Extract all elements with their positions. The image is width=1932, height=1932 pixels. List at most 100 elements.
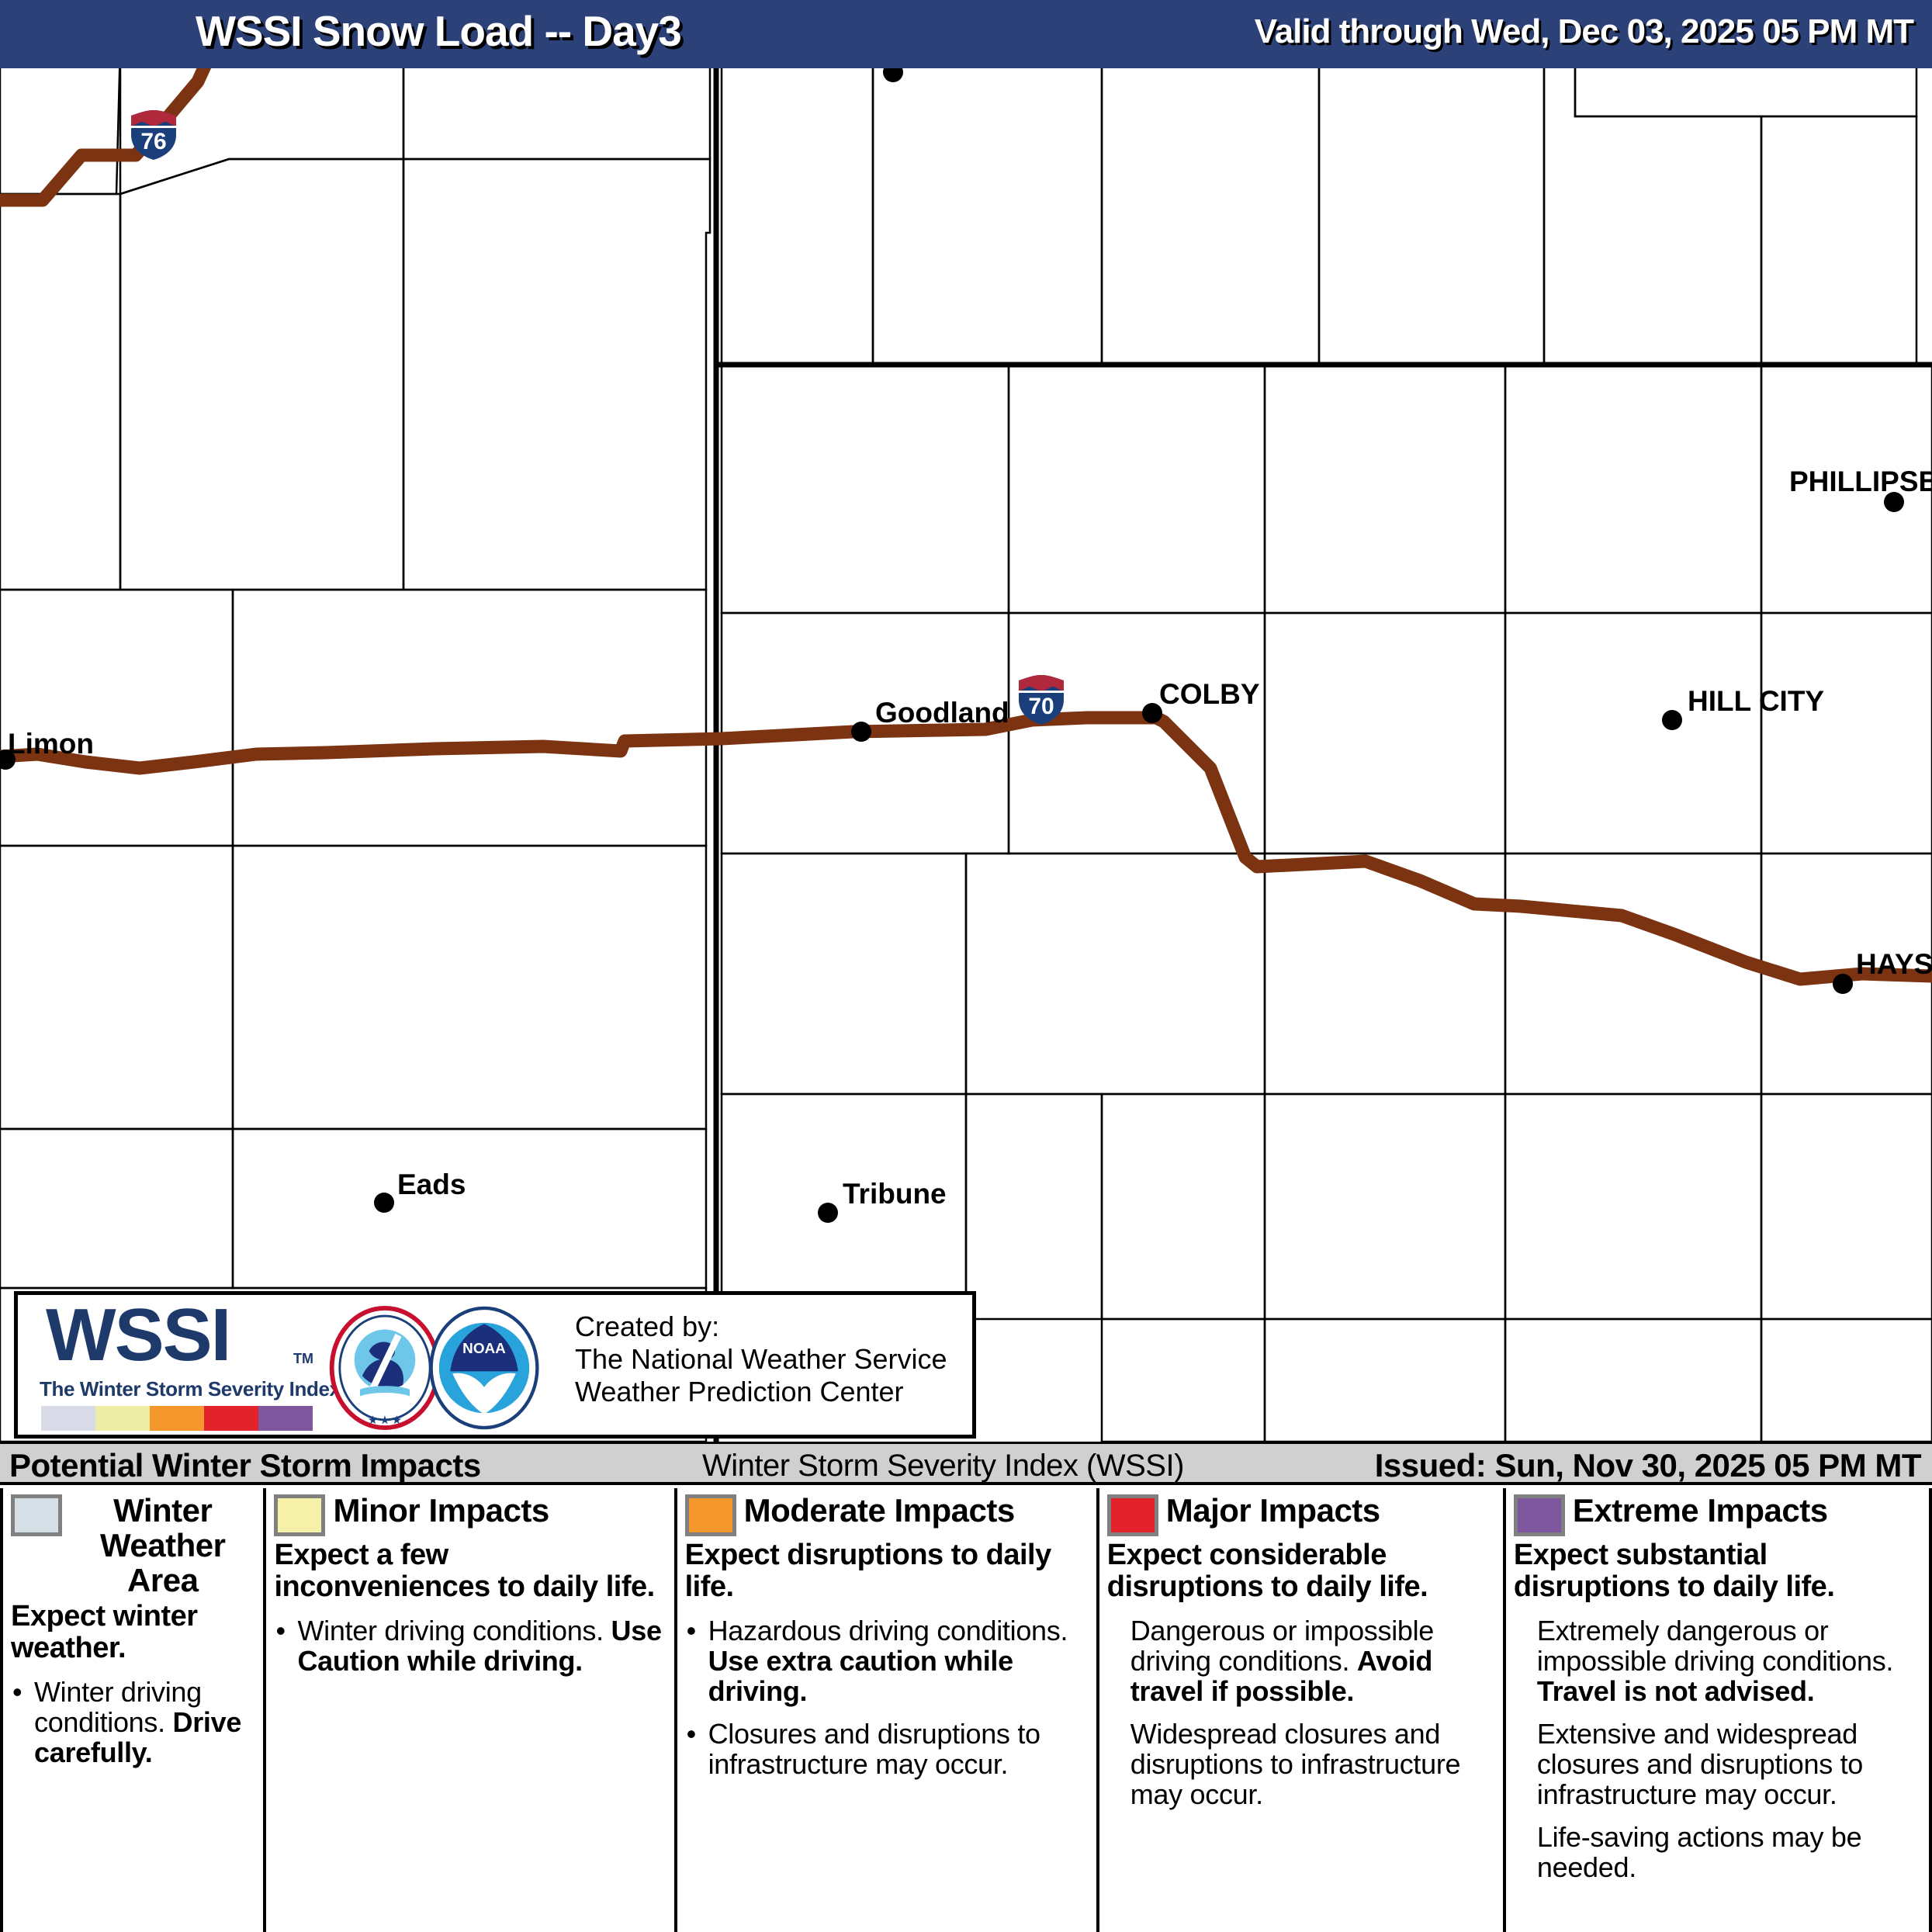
impacts-title-bar: Potential Winter Storm Impacts Winter St…	[0, 1442, 1932, 1485]
potential-impacts-label: Potential Winter Storm Impacts	[9, 1447, 481, 1484]
city-dot	[1662, 710, 1682, 730]
wssi-bar-segment-0	[41, 1406, 95, 1431]
legend-title: Major Impacts	[1165, 1492, 1380, 1529]
legend-emphasis-text: Use Caution while driving.	[297, 1615, 662, 1677]
legend-lead-text: Expect considerable disruptions to daily…	[1106, 1539, 1428, 1603]
legend-color-swatch	[1106, 1494, 1158, 1536]
wssi-full-name-label: Winter Storm Severity Index (WSSI)	[702, 1449, 1184, 1483]
city-label-goodland: Goodland	[875, 697, 1009, 729]
legend-plain-text: Widespread closures and disruptions to i…	[1130, 1718, 1461, 1810]
svg-text:NOAA: NOAA	[462, 1341, 506, 1357]
legend-lead-text: Expect disruptions to daily life.	[684, 1539, 1052, 1603]
legend-bullet-item: Winter driving conditions. Use Caution w…	[274, 1615, 666, 1676]
legend-bullet-item: Life-saving actions may be needed.	[1514, 1822, 1921, 1882]
legend-plain-text: Closures and disruptions to infrastructu…	[708, 1718, 1040, 1780]
legend-bullet-list: Extremely dangerous or impossible drivin…	[1514, 1615, 1921, 1882]
city-dot	[1833, 974, 1853, 994]
interstate-76-shield: 76	[131, 110, 176, 160]
legend-bullet-list: Winter driving conditions. Use Caution w…	[274, 1615, 666, 1676]
created-by-line1: Created by:	[575, 1311, 720, 1342]
legend-plain-text: Life-saving actions may be needed.	[1536, 1821, 1862, 1883]
national-weather-service-seal-icon: ★ ★ ★	[329, 1306, 441, 1430]
legend-lead-text: Expect a few inconveniences to daily lif…	[274, 1539, 655, 1603]
weather-map[interactable]: Limon Goodland COLBY PHILLIPSBURG HILL C…	[0, 0, 1932, 1442]
legend-bullet-item: Extremely dangerous or impossible drivin…	[1514, 1615, 1921, 1706]
legend-column-winter-weather-area: Winter Weather Area Expect winter weather…	[3, 1488, 267, 1932]
legend-bullet-item: Widespread closures and disruptions to i…	[1107, 1719, 1495, 1809]
issued-label: Issued: Sun, Nov 30, 2025 05 PM MT	[1374, 1447, 1922, 1484]
svg-text:★ ★ ★: ★ ★ ★	[369, 1414, 402, 1425]
impacts-legend: Winter Weather Area Expect winter weather…	[0, 1488, 1932, 1932]
legend-bullet-item: Winter driving conditions. Drive careful…	[11, 1677, 255, 1768]
city-label-colby: COLBY	[1159, 678, 1260, 710]
city-dot	[374, 1193, 394, 1213]
noaa-seal-icon: NOAA	[429, 1306, 539, 1430]
wssi-bar-segment-4	[258, 1406, 313, 1431]
city-dot	[851, 722, 871, 742]
legend-header: Extreme Impacts	[1513, 1488, 1921, 1536]
svg-text:70: 70	[1028, 694, 1054, 719]
wssi-logo-box: WSSI TM The Winter Storm Severity Index …	[14, 1291, 976, 1439]
city-dot	[0, 750, 16, 770]
city-label-limon: Limon	[8, 728, 94, 760]
legend-lead-text: Expect substantial disruptions to daily …	[1513, 1539, 1835, 1603]
city-dot	[1884, 492, 1904, 512]
legend-bullet-item: Dangerous or impossible driving conditio…	[1107, 1615, 1495, 1706]
legend-plain-text: Dangerous or impossible driving conditio…	[1130, 1615, 1435, 1677]
legend-header: Moderate Impacts	[684, 1488, 1089, 1536]
legend-emphasis-text: Travel is not advised.	[1536, 1675, 1815, 1707]
wssi-bar-segment-3	[204, 1406, 258, 1431]
legend-color-swatch	[11, 1494, 62, 1536]
legend-emphasis-text: Use extra caution while driving.	[708, 1645, 1014, 1707]
legend-emphasis-text: Drive carefully.	[34, 1706, 242, 1768]
legend-title: Moderate Impacts	[743, 1492, 1016, 1529]
legend-column-major-impacts: Major Impacts Expect considerable disrupt…	[1099, 1488, 1506, 1932]
wssi-subtitle: The Winter Storm Severity Index	[40, 1377, 341, 1401]
wssi-bar-segment-2	[150, 1406, 204, 1431]
header-bar: WSSI Snow Load -- Day3 Valid through Wed…	[0, 0, 1932, 68]
legend-bullet-item: Hazardous driving conditions. Use extra …	[685, 1615, 1089, 1706]
legend-header: Minor Impacts	[274, 1488, 666, 1536]
legend-bullet-list: Dangerous or impossible driving conditio…	[1107, 1615, 1495, 1809]
city-label-eads: Eads	[397, 1169, 466, 1200]
legend-plain-text: Winter driving conditions.	[34, 1676, 202, 1738]
legend-title: Winter Weather Area	[100, 1492, 226, 1598]
legend-plain-text: Winter driving conditions.	[297, 1615, 611, 1646]
city-label-hill-city: HILL CITY	[1688, 685, 1825, 717]
legend-bullet-item: Extensive and widespread closures and di…	[1514, 1719, 1921, 1809]
legend-plain-text: Extremely dangerous or impossible drivin…	[1536, 1615, 1894, 1677]
legend-header: Major Impacts	[1106, 1488, 1495, 1536]
legend-column-minor-impacts: Minor Impacts Expect a few inconveniences…	[266, 1488, 677, 1932]
kansas-counties	[720, 43, 1932, 1442]
wssi-bar-segment-1	[95, 1406, 150, 1431]
city-dot	[1142, 703, 1162, 723]
city-dot	[818, 1203, 838, 1223]
legend-column-moderate-impacts: Moderate Impacts Expect disruptions to da…	[677, 1488, 1099, 1932]
interstate-70-shield: 70	[1019, 675, 1064, 725]
wssi-wordmark: WSSI	[46, 1293, 231, 1376]
legend-bullet-item: Closures and disruptions to infrastructu…	[685, 1719, 1089, 1779]
page-title: WSSI Snow Load -- Day3	[196, 7, 682, 55]
trademark-mark: TM	[293, 1351, 313, 1366]
created-by-line3: Weather Prediction Center	[575, 1376, 904, 1407]
interstate-routes	[0, 49, 1932, 986]
legend-color-swatch	[1513, 1494, 1565, 1536]
svg-text:76: 76	[140, 129, 166, 154]
created-by-line2: The National Weather Service	[575, 1343, 947, 1375]
legend-plain-text: Hazardous driving conditions.	[708, 1615, 1068, 1646]
legend-color-swatch	[684, 1494, 736, 1536]
county-boundaries	[0, 43, 712, 1442]
legend-bullet-list: Winter driving conditions. Drive careful…	[11, 1677, 255, 1768]
legend-bullet-list: Hazardous driving conditions. Use extra …	[685, 1615, 1089, 1779]
legend-lead-text: Expect winter weather.	[11, 1600, 198, 1664]
legend-title: Extreme Impacts	[1572, 1492, 1828, 1529]
city-label-hays: HAYS	[1856, 948, 1932, 980]
legend-color-swatch	[274, 1494, 326, 1536]
legend-title: Minor Impacts	[333, 1492, 549, 1529]
legend-header: Winter Weather Area	[11, 1488, 255, 1598]
valid-through-text: Valid through Wed, Dec 03, 2025 05 PM MT	[1254, 12, 1914, 50]
created-by-text: Created by: The National Weather Service…	[575, 1311, 947, 1408]
legend-emphasis-text: Avoid travel if possible.	[1130, 1645, 1433, 1707]
city-label-tribune: Tribune	[843, 1178, 947, 1210]
state-boundaries	[713, 45, 1932, 1442]
